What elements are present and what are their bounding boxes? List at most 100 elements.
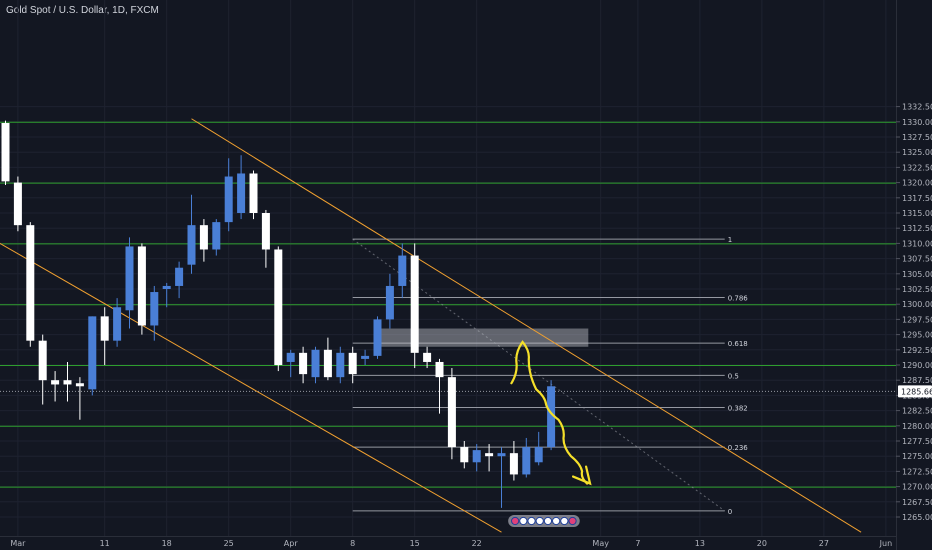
time-tick-label: May (592, 539, 609, 548)
horizontal-levels (0, 0, 896, 536)
candle (435, 358, 444, 414)
economic-event-icon[interactable] (519, 516, 528, 526)
candle (286, 349, 295, 378)
candle (38, 334, 47, 405)
candle-body (187, 225, 196, 265)
time-tick-label: Apr (284, 539, 299, 548)
descending-channel (0, 118, 862, 533)
time-tick-label: 8 (350, 539, 355, 548)
candle (398, 243, 407, 299)
candle (534, 431, 543, 466)
time-tick-label: Jun (879, 539, 893, 548)
fib-level-label: 0.382 (728, 405, 748, 413)
candle-body (447, 377, 456, 448)
price-tick-label: 1317.50 (902, 194, 932, 203)
candle (348, 346, 357, 384)
price-axis[interactable]: 1332.50 1330.00 1327.50 1325.00 1322.50 1320.… (896, 0, 932, 550)
candle-body (249, 173, 258, 213)
price-tick-label: 1330.00 (902, 118, 932, 127)
candle-body (199, 225, 208, 250)
price-tick-label: 1320.00 (902, 179, 932, 188)
candle-body (63, 380, 72, 385)
resistance-zone-rect (377, 328, 589, 347)
time-tick-label: Mar (10, 539, 26, 548)
candle (410, 243, 419, 369)
candle-body (88, 316, 97, 390)
candle (224, 158, 233, 232)
economic-event-icon[interactable] (568, 516, 577, 526)
candle-body (385, 285, 394, 320)
candle-body (13, 182, 22, 226)
candle (497, 447, 506, 508)
candle (323, 337, 332, 381)
candle-body (485, 453, 494, 457)
candle (75, 377, 84, 420)
candle (26, 222, 35, 347)
candle (447, 368, 456, 460)
candle (199, 219, 208, 262)
candle-body (286, 352, 295, 362)
price-tick-label: 1310.00 (902, 239, 932, 248)
time-tick-label: 15 (410, 539, 420, 548)
price-tick-label: 1292.50 (902, 346, 932, 355)
economic-event-icon[interactable] (511, 516, 520, 526)
candle (274, 246, 283, 372)
candle (212, 219, 221, 256)
candle-body (361, 355, 370, 359)
candle-body (51, 380, 60, 385)
candle-body (299, 352, 308, 375)
candle-body (113, 307, 122, 341)
candle-body (460, 447, 469, 463)
price-tick-label: 1272.50 (902, 467, 932, 476)
candle-body (26, 225, 35, 341)
time-tick-label: 18 (162, 539, 172, 548)
price-tick-label: 1332.50 (902, 103, 932, 112)
fib-level-label: 0 (728, 508, 732, 516)
price-tick-label: 1305.00 (902, 270, 932, 279)
economic-event-icon[interactable] (552, 516, 561, 526)
candle-body (224, 176, 233, 223)
economic-event-icon[interactable] (535, 516, 544, 526)
candle (51, 371, 60, 402)
candle (423, 346, 432, 369)
economic-event-icon[interactable] (543, 516, 553, 526)
candle-body (497, 453, 506, 457)
projection-arrowhead (571, 465, 592, 486)
price-tick-label: 1277.50 (902, 437, 932, 446)
candle-body (336, 352, 345, 378)
time-axis[interactable]: Mar 11 18 25 Apr 8 15 22 May 7 13 20 27 Jun (0, 536, 896, 550)
candle (187, 194, 196, 274)
candle-body (423, 352, 432, 362)
event-icons[interactable] (508, 515, 580, 527)
price-tick-label: 1327.50 (902, 133, 932, 142)
candle (311, 346, 320, 384)
time-tick-label: 11 (100, 539, 110, 548)
candle-body (472, 450, 481, 463)
time-tick-label: 25 (224, 539, 234, 548)
time-tick-label: 22 (472, 539, 482, 548)
channel-upper-line (191, 118, 862, 533)
candle-body (323, 349, 332, 378)
price-tick-label: 1315.00 (902, 209, 932, 218)
current-price-tag (898, 385, 932, 398)
candle (150, 285, 159, 341)
fib-level-label: 0.618 (728, 340, 748, 348)
price-tick-label: 1270.00 (902, 483, 932, 492)
candle (472, 444, 481, 472)
price-tick-label: 1300.00 (902, 300, 932, 309)
candle-body (1, 123, 10, 182)
candle-body (398, 255, 407, 286)
time-tick-label: 13 (695, 539, 705, 548)
price-tick-label: 1282.50 (902, 407, 932, 416)
candle (162, 282, 171, 308)
economic-event-icon[interactable] (527, 516, 536, 526)
candle (13, 176, 22, 232)
candle (361, 349, 370, 365)
candle (299, 346, 308, 384)
economic-event-icon[interactable] (560, 516, 569, 526)
candle-body (547, 386, 556, 448)
price-tick-label: 1302.50 (902, 285, 932, 294)
price-tick-label: 1267.50 (902, 498, 932, 507)
candle-body (534, 447, 543, 463)
